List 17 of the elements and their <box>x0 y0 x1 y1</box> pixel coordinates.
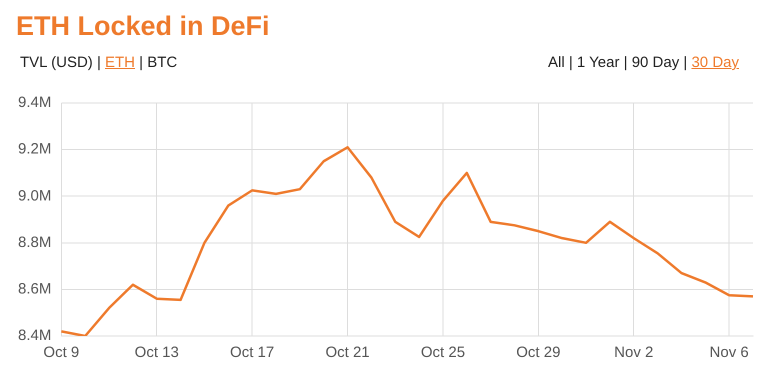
y-tick-label: 8.8M <box>18 234 52 251</box>
x-tick-label: Oct 9 <box>43 344 80 362</box>
x-tick-label: Oct 29 <box>516 344 560 362</box>
x-tick-label: Oct 13 <box>134 344 179 362</box>
chart-title: ETH Locked in DeFi <box>15 10 271 43</box>
x-tick-label: Oct 17 <box>230 344 274 362</box>
x-tick-label: Nov 6 <box>710 344 749 362</box>
y-tick-label: 9.2M <box>18 140 52 158</box>
y-tick-label: 8.6M <box>18 280 52 298</box>
text: All | 1 Year | 90 Day | 30 Day <box>548 54 739 71</box>
x-tick-label: Oct 25 <box>420 344 466 362</box>
text: TVL (USD) | ETH | BTC <box>20 54 178 71</box>
y-tick-label: 8.4M <box>18 327 52 344</box>
x-tick-label: Oct 21 <box>325 344 370 362</box>
y-tick-label: 9.4M <box>18 94 52 112</box>
x-tick-label: Nov 2 <box>614 344 654 362</box>
y-tick-label: 9.0M <box>18 187 52 204</box>
